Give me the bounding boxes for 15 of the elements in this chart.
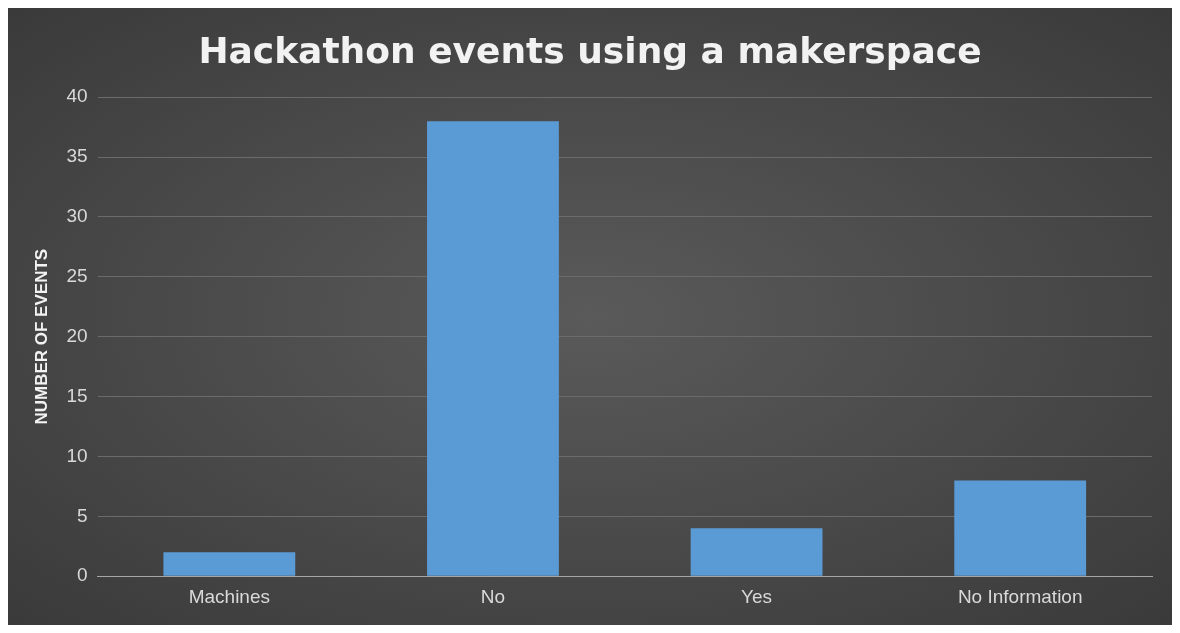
x-tick-label: Yes bbox=[741, 585, 773, 607]
y-tick-label: 40 bbox=[66, 85, 88, 107]
x-tick-label: Machines bbox=[188, 585, 271, 607]
y-tick-label: 20 bbox=[66, 324, 88, 346]
y-tick-label: 10 bbox=[66, 444, 88, 466]
y-tick-label: 30 bbox=[66, 205, 88, 227]
y-axis-title: NUMBER OF EVENTS bbox=[31, 248, 51, 425]
y-tick-label: 0 bbox=[76, 564, 88, 586]
y-tick-label: 35 bbox=[66, 145, 88, 167]
chart-title: Hackathon events using a makerspace bbox=[198, 29, 982, 71]
y-tick-label: 5 bbox=[76, 504, 88, 526]
y-tick-label: 15 bbox=[66, 384, 88, 406]
x-tick-label: No Information bbox=[957, 585, 1083, 607]
x-tick-label: No bbox=[480, 585, 506, 607]
y-tick-label: 25 bbox=[66, 265, 88, 287]
